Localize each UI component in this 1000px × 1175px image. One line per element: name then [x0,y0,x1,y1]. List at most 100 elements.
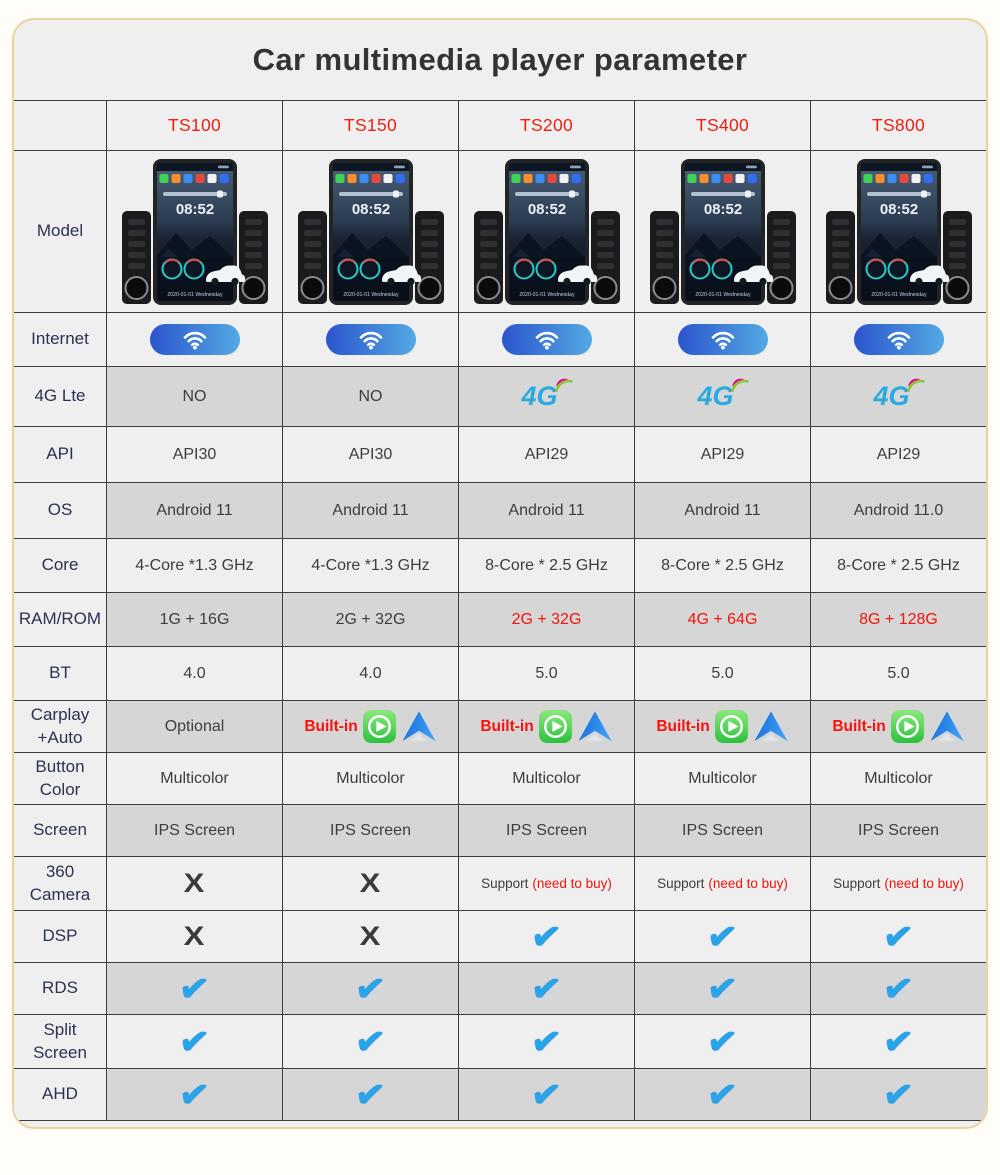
cell-bt-ts200: 5.0 [458,647,634,700]
volume-knob [652,275,676,300]
app-icons [863,173,932,183]
cell-4g-lte-ts100: NO [106,367,282,426]
cell-api-ts800: API29 [810,427,986,482]
row-bt: BT 4.0 4.0 5.0 5.0 5.0 [14,647,986,701]
row-label-cell: 4G Lte [14,367,106,426]
cell-bt-ts800: 5.0 [810,647,986,700]
cell-carplay-auto-ts100: Optional [106,701,282,752]
row-label-cell: DSP [14,911,106,962]
cell-screen-ts400: IPS Screen [634,805,810,856]
device-date: 2020-01-01 Wednesday [519,292,575,298]
head-unit-image: 08:52 2020-01-01 Wednesday [825,158,972,305]
cell-internet-ts400 [634,313,810,366]
cell-os-ts800: Android 11.0 [810,483,986,538]
cell-text: 4-Core *1.3 GHz [311,556,430,574]
cell-360-camera-ts400: Support (need to buy) [634,857,810,910]
row-carplay-auto: Carplay +Auto Optional Built-in Built-in … [14,701,986,753]
device-clock: 08:52 [879,201,917,218]
gauge-left-arc [340,258,355,263]
cell-internet-ts800 [810,313,986,366]
check-icon: ✔ [705,966,740,1010]
cell-text: 5.0 [887,664,910,682]
cell-rds-ts100: ✔ [106,963,282,1014]
cell-dsp-ts100: X [106,911,282,962]
cell-core-ts150: 4-Core *1.3 GHz [282,539,458,592]
slider-knob [744,190,751,197]
brightness-slider [690,191,755,196]
cell-ram-rom-ts400: 4G + 64G [634,593,810,646]
cell-internet-ts200 [458,313,634,366]
gauge-right [183,258,204,279]
cell-bt-ts150: 4.0 [282,647,458,700]
carplay-icon [538,709,572,744]
status-icons [217,165,229,168]
cell-text: Android 11 [156,501,233,519]
cell-model-ts200: 08:52 2020-01-01 Wednesday [458,151,634,312]
row-button-color: Button Color Multicolor Multicolor Multicol… [14,753,986,805]
cell-carplay-auto-ts200: Built-in [458,701,634,752]
row-ahd: AHD ✔ ✔ ✔ ✔ ✔ [14,1069,986,1121]
need-to-buy-label: (need to buy) [708,876,788,891]
row-label: API [46,444,74,464]
cell-split-screen-ts150: ✔ [282,1015,458,1068]
carplay-auto-cell: Built-in [656,709,788,744]
status-bar [684,162,761,171]
wifi-badge [325,324,416,355]
cell-carplay-auto-ts400: Built-in [634,701,810,752]
4g-lte-icon: 4G [873,378,925,411]
car-wheel [230,277,239,285]
cell-model-ts800: 08:52 2020-01-01 Wednesday [810,151,986,312]
gauge-right-arc [538,258,553,263]
cross-icon: X [360,921,381,951]
status-icons [569,165,581,168]
cell-rds-ts400: ✔ [634,963,810,1014]
cell-4g-lte-ts400: 4G [634,367,810,426]
cell-os-ts100: Android 11 [106,483,282,538]
cell-core-ts100: 4-Core *1.3 GHz [106,539,282,592]
device-date: 2020-01-01 Wednesday [871,292,927,298]
row-os: OS Android 11 Android 11 Android 11 Android … [14,483,986,539]
cell-text: IPS Screen [330,821,411,839]
cell-model-ts100: 08:52 2020-01-01 Wednesday [106,151,282,312]
cell-text: Android 11 [684,501,761,519]
4g-signal-arcs [730,378,749,392]
cell-ram-rom-ts100: 1G + 16G [106,593,282,646]
device-clock: 08:52 [175,201,213,218]
carplay-icon [890,709,924,744]
cell-text: NO [358,387,383,405]
car-wheel [210,277,219,285]
cell-text: 5.0 [711,664,734,682]
row-core: Core 4-Core *1.3 GHz 4-Core *1.3 GHz 8-Core… [14,539,986,593]
cell-text: Android 11 [332,501,409,519]
need-to-buy-label: (need to buy) [884,876,964,891]
cell-screen-ts150: IPS Screen [282,805,458,856]
4g-label: 4G [873,381,910,411]
column-header-label: TS800 [871,115,926,135]
row-label: AHD [42,1084,78,1104]
tune-knob [417,275,441,300]
cell-api-ts400: API29 [634,427,810,482]
column-header-label: TS100 [167,115,222,135]
cell-text: 4-Core *1.3 GHz [135,556,254,574]
cell-360-camera-ts150: X [282,857,458,910]
row-label: 4G Lte [34,386,86,406]
cell-dsp-ts800: ✔ [810,911,986,962]
header-row: TS100 TS150 TS200 TS400 TS800 [14,101,986,151]
cell-bt-ts400: 5.0 [634,647,810,700]
cell-rds-ts150: ✔ [282,963,458,1014]
row-label-cell: Core [14,539,106,592]
panel-buttons [479,218,614,269]
status-bar [332,162,409,171]
cell-api-ts150: API30 [282,427,458,482]
builtin-label: Built-in [480,717,534,735]
cell-dsp-ts150: X [282,911,458,962]
cell-text: 1G + 16G [159,610,230,628]
cell-text: Multicolor [160,769,229,787]
cell-carplay-auto-ts800: Built-in [810,701,986,752]
bottom-bar [684,285,761,301]
status-icons [921,165,933,168]
check-icon: ✔ [353,966,388,1010]
cell-button-color-ts100: Multicolor [106,753,282,804]
volume-knob [476,275,500,300]
cell-screen-ts800: IPS Screen [810,805,986,856]
